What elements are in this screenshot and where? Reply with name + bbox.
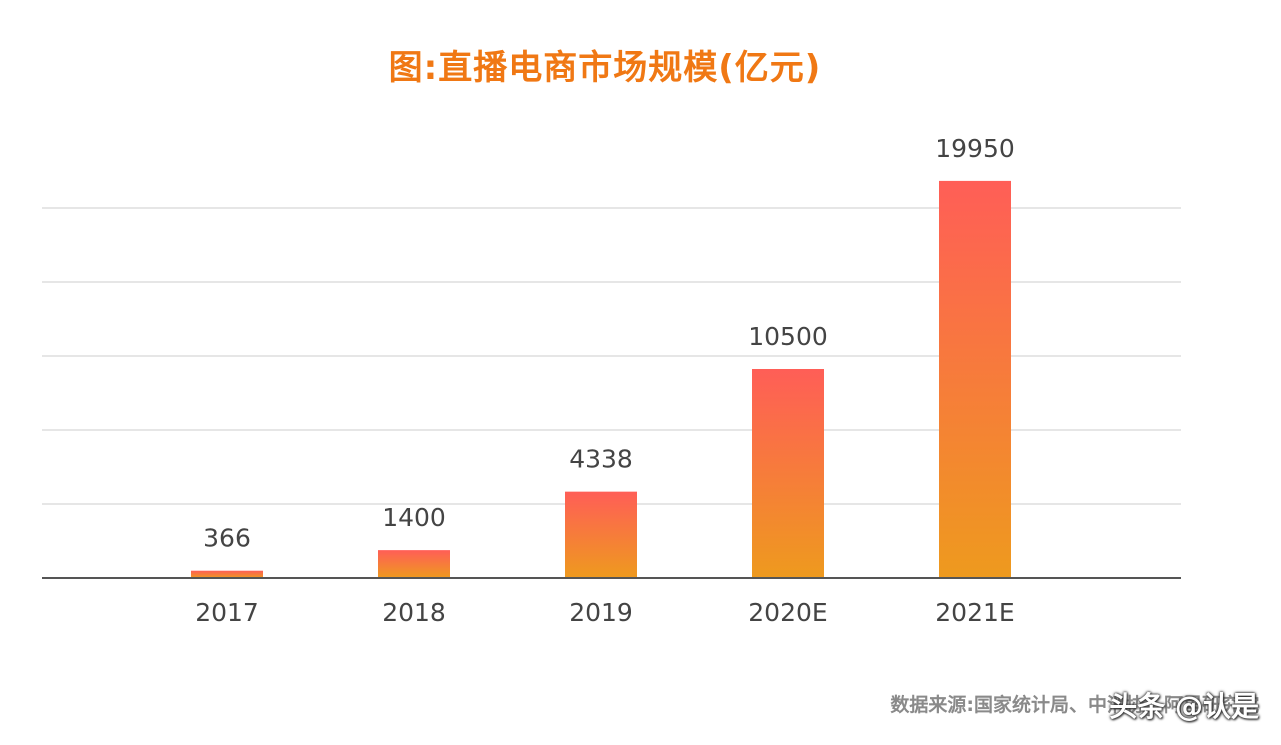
bars [191,180,1011,578]
bar-2021E [939,180,1011,578]
value-label-2021E: 19950 [935,134,1015,163]
value-label-2019: 4338 [569,445,633,474]
value-label-2020E: 10500 [748,322,828,351]
bar-2020E [752,369,824,578]
category-label-2019: 2019 [569,598,633,627]
category-label-2020E: 2020E [748,598,827,627]
value-label-2018: 1400 [382,503,446,532]
bar-2017 [191,570,263,578]
source-note: 数据来源:国家统计局、中消协、阿里研究院 [890,694,1259,716]
value-labels: 366 1400 4338 10500 19950 [203,134,1015,553]
watermark: 头条 @认是 [1109,690,1259,723]
chart-title: 图:直播电商市场规模(亿元) [388,48,822,88]
category-label-2017: 2017 [195,598,259,627]
category-label-2021E: 2021E [935,598,1014,627]
bar-2019 [565,491,637,578]
bar-2018 [378,550,450,578]
category-labels: 2017 2018 2019 2020E 2021E [195,598,1015,627]
value-label-2017: 366 [203,524,251,553]
category-label-2018: 2018 [382,598,446,627]
